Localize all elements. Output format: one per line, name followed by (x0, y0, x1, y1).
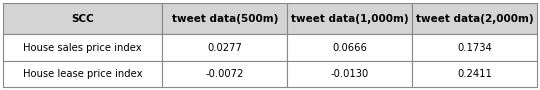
Bar (163, 34, 287, 61)
Bar (163, 3, 287, 34)
Bar (163, 61, 287, 87)
Text: House lease price index: House lease price index (23, 69, 142, 79)
Bar (413, 34, 537, 61)
Bar (3, 61, 163, 87)
Bar (287, 34, 413, 61)
Text: House sales price index: House sales price index (23, 43, 142, 53)
Bar (413, 3, 537, 34)
Bar (287, 61, 413, 87)
Text: -0.0072: -0.0072 (206, 69, 244, 79)
Text: 0.1734: 0.1734 (457, 43, 492, 53)
Text: SCC: SCC (71, 14, 94, 24)
Bar (413, 61, 537, 87)
Text: -0.0130: -0.0130 (330, 69, 369, 79)
Text: tweet data(500m): tweet data(500m) (172, 14, 278, 24)
Bar (287, 3, 413, 34)
Text: 0.0666: 0.0666 (332, 43, 367, 53)
Bar (3, 3, 163, 34)
Text: tweet data(2,000m): tweet data(2,000m) (416, 14, 534, 24)
Text: 0.0277: 0.0277 (207, 43, 242, 53)
Text: tweet data(1,000m): tweet data(1,000m) (291, 14, 409, 24)
Text: 0.2411: 0.2411 (457, 69, 492, 79)
Bar (3, 34, 163, 61)
